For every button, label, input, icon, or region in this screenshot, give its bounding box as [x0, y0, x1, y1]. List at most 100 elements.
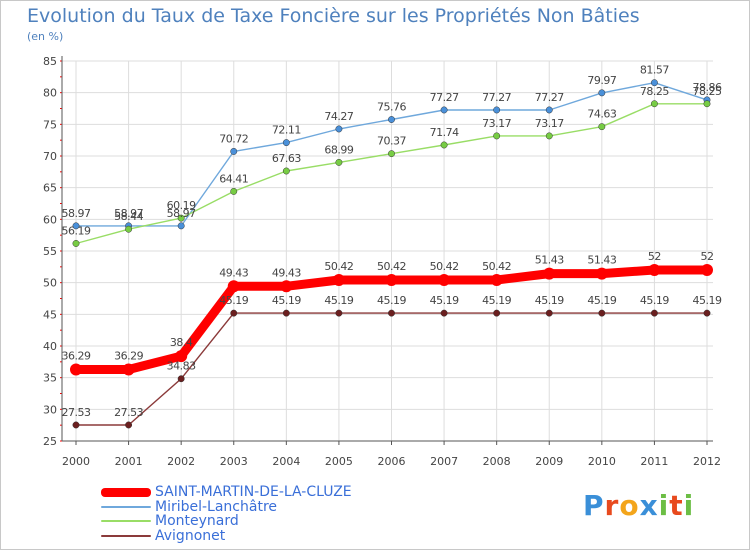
- y-axis-unit-label: (en %): [27, 30, 64, 43]
- data-label: 45.19: [587, 294, 616, 307]
- data-label: 78.25: [693, 85, 722, 98]
- data-point: [543, 267, 556, 280]
- data-point: [282, 139, 290, 147]
- legend-swatch: [101, 534, 151, 537]
- data-point: [227, 280, 240, 293]
- data-point: [703, 309, 711, 317]
- data-point: [335, 309, 343, 317]
- x-tick-label: 2007: [430, 455, 458, 468]
- x-tick-label: 2009: [535, 455, 563, 468]
- data-point: [440, 309, 448, 317]
- data-label: 27.53: [114, 406, 143, 419]
- data-point: [385, 274, 398, 287]
- legend-label: Monteynard: [155, 513, 239, 530]
- grid-lines: [62, 60, 713, 441]
- data-label: 58.44: [114, 210, 143, 223]
- legend-item: Miribel-Lanchâtre: [101, 500, 441, 515]
- data-label: 45.19: [430, 294, 459, 307]
- y-tick-label: 75: [43, 118, 57, 131]
- data-point: [282, 167, 290, 175]
- proxiti-logo: Proxiti: [583, 489, 694, 522]
- data-label: 45.19: [219, 294, 248, 307]
- y-tick-label: 60: [43, 213, 57, 226]
- data-label: 50.42: [377, 260, 406, 273]
- data-point: [125, 225, 133, 233]
- y-tick-label: 70: [43, 150, 57, 163]
- y-tick-label: 65: [43, 182, 57, 195]
- data-point: [280, 280, 293, 293]
- data-point: [598, 89, 606, 97]
- data-point: [490, 274, 503, 287]
- data-label: 74.63: [587, 108, 616, 121]
- x-tick-label: 2012: [693, 455, 721, 468]
- data-point: [493, 106, 501, 114]
- data-point: [440, 106, 448, 114]
- x-tick-label: 2011: [640, 455, 668, 468]
- data-label: 74.27: [324, 110, 353, 123]
- data-label: 51.43: [587, 254, 616, 267]
- data-point: [125, 421, 133, 429]
- data-label: 73.17: [482, 117, 511, 130]
- data-point: [282, 309, 290, 317]
- data-point: [122, 363, 135, 376]
- data-point: [335, 158, 343, 166]
- data-label: 58.97: [114, 207, 143, 220]
- y-tick-label: 35: [43, 372, 57, 385]
- data-point: [703, 100, 711, 108]
- data-point: [598, 309, 606, 317]
- x-tick-label: 2005: [325, 455, 353, 468]
- logo-letter: i: [658, 489, 670, 522]
- logo-letter: P: [583, 489, 605, 522]
- data-label: 34.83: [167, 360, 196, 373]
- data-label: 52: [648, 250, 661, 263]
- data-label: 70.37: [377, 135, 406, 148]
- data-label: 27.53: [62, 406, 91, 419]
- data-point: [230, 147, 238, 155]
- logo-letter: o: [619, 489, 640, 522]
- legend-swatch: [101, 487, 151, 497]
- legend-item: Avignonet: [101, 529, 441, 544]
- data-point: [598, 123, 606, 131]
- data-label: 78.25: [640, 85, 669, 98]
- data-label: 45.19: [693, 294, 722, 307]
- legend-label: Avignonet: [155, 527, 226, 544]
- data-label: 49.43: [272, 266, 301, 279]
- data-labels: 58.97 58.97 58.97 70.72 72.11 74.27 75.76 77.27…: [62, 64, 723, 419]
- data-point: [72, 222, 80, 230]
- data-label: 45.19: [272, 294, 301, 307]
- logo-letter: i: [683, 489, 695, 522]
- y-tick-label: 30: [43, 403, 57, 416]
- data-label: 45.19: [324, 294, 353, 307]
- axes: 25 30 35 40 45 50 55 60 65 70 75 80 85 2000 2001 2002 20…: [43, 55, 721, 468]
- legend-label: Miribel-Lanchâtre: [155, 498, 278, 515]
- data-label: 58.97: [167, 207, 196, 220]
- y-tick-label: 40: [43, 340, 57, 353]
- data-label: 45.19: [535, 294, 564, 307]
- chart-title: Evolution du Taux de Taxe Foncière sur l…: [27, 5, 640, 27]
- legend-swatch: [101, 520, 151, 523]
- legend: SAINT-MARTIN-DE-LA-CLUZE Miribel-Lanchâtr…: [101, 485, 441, 543]
- data-point: [545, 309, 553, 317]
- x-tick-label: 2000: [62, 455, 90, 468]
- data-label: 72.11: [272, 124, 301, 137]
- data-label: 49.43: [219, 266, 248, 279]
- data-point: [545, 106, 553, 114]
- data-label: 77.27: [535, 91, 564, 104]
- data-label: 60.19: [167, 199, 196, 212]
- data-point: [650, 309, 658, 317]
- line-chart: 25 30 35 40 45 50 55 60 65 70 75 80 85 2000 2001 2002 20…: [43, 55, 723, 468]
- data-point: [648, 264, 661, 276]
- data-label: 77.27: [482, 91, 511, 104]
- data-label: 58.97: [62, 207, 91, 220]
- data-label: 50.42: [324, 260, 353, 273]
- data-point: [332, 274, 345, 287]
- legend-item: SAINT-MARTIN-DE-LA-CLUZE: [101, 485, 441, 500]
- data-point: [650, 79, 658, 87]
- data-label: 71.74: [430, 126, 459, 139]
- data-point: [388, 309, 395, 317]
- data-label: 45.19: [482, 294, 511, 307]
- data-point: [701, 264, 713, 276]
- y-tick-label: 85: [43, 55, 57, 68]
- data-point: [177, 214, 185, 222]
